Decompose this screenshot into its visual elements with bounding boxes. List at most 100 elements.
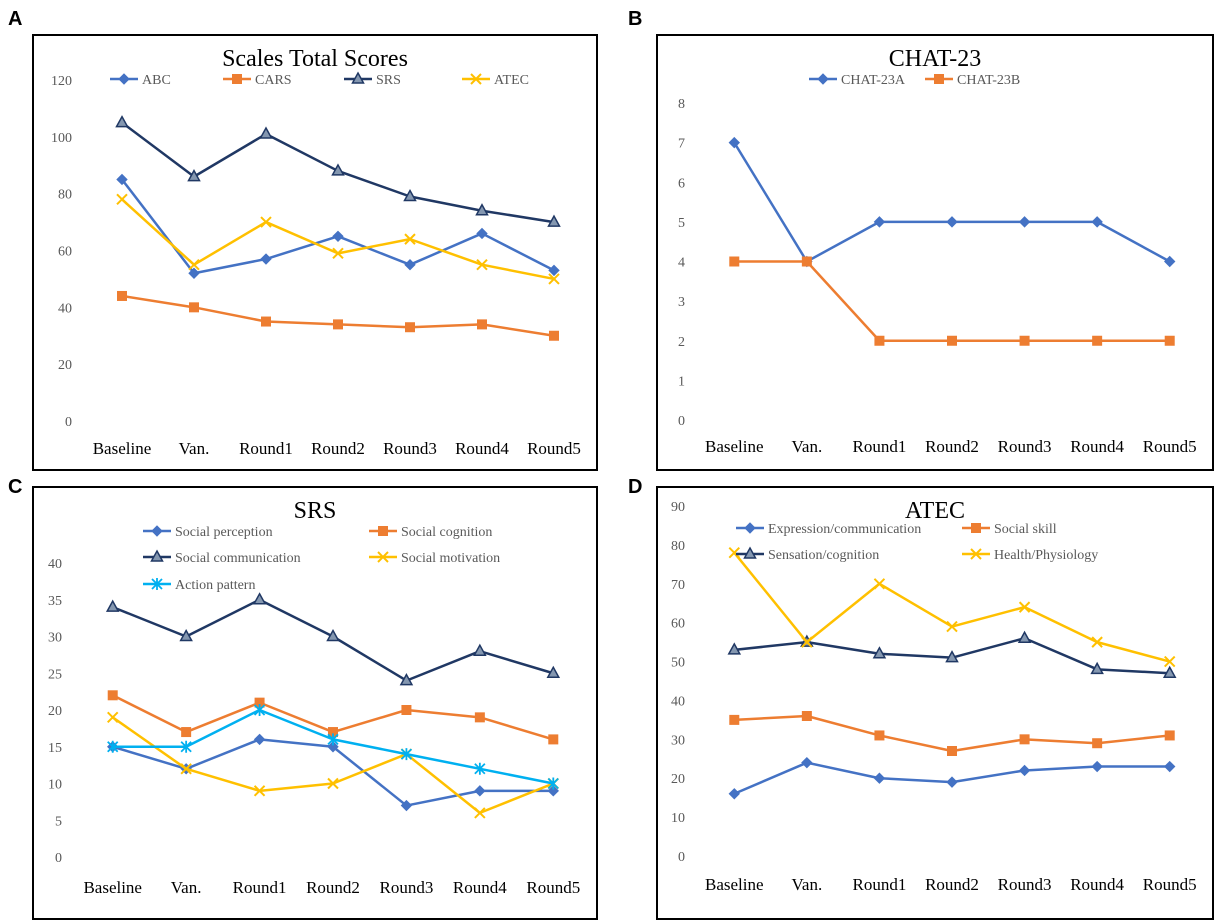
- chart-panel-srs: SRS 0 5 10 15 20 25 30 35 40 Baseline Van. Round1 Rou…: [32, 486, 598, 920]
- series-chat-23b: [729, 256, 1175, 346]
- y-tick-label: 40: [58, 301, 72, 316]
- series-line-chat-23b: [734, 260, 1170, 342]
- legend-item-atec: ATEC: [462, 73, 529, 88]
- legend-marker: [150, 549, 164, 562]
- x-tick-label-round1: Round1: [853, 437, 907, 456]
- legend-marker: [151, 525, 163, 537]
- legend-item-social-motivation: Social motivation: [369, 551, 500, 566]
- data-point-cars: [261, 316, 271, 327]
- x-tick-label-round2: Round2: [306, 878, 360, 897]
- legend-marker: [934, 74, 944, 84]
- data-point-srs: [475, 203, 489, 216]
- legend-marker: [470, 73, 482, 85]
- data-point-atec: [260, 216, 272, 228]
- legend-label: CARS: [255, 73, 292, 88]
- data-point-atec: [188, 259, 200, 271]
- chart-panel-chat23: CHAT-23 0 1 2 3 4 5 6 7 8 Baseline Van. Round1 Round2…: [656, 34, 1214, 471]
- data-point-social-communication: [252, 592, 267, 605]
- chart-panel-atec: ATEC 0 10 20 30 40 50 60 70 80 90 Baseline Van. Round…: [656, 486, 1214, 920]
- legend-label: Health/Physiology: [994, 548, 1098, 563]
- data-point-social-perception: [547, 785, 559, 797]
- data-point-social-communication: [326, 628, 340, 642]
- legend-label: Social motivation: [401, 551, 500, 566]
- y-tick-label: 20: [48, 704, 62, 719]
- legend-item-expression-communication: Expression/communication: [736, 522, 921, 537]
- legend-label: Social communication: [175, 551, 301, 566]
- data-point-chat-23a: [873, 216, 886, 228]
- data-point-chat-23b: [874, 335, 885, 346]
- data-point-social-cognition: [181, 727, 192, 738]
- y-tick-label: 15: [48, 741, 62, 756]
- data-point-social-skill: [1164, 730, 1175, 741]
- legend-item-health-physiology: Health/Physiology: [962, 548, 1098, 563]
- legend-item-sensation-cognition: Sensation/cognition: [736, 546, 879, 563]
- y-tick-label: 70: [671, 578, 685, 593]
- data-point-atec: [332, 247, 344, 260]
- data-point-social-skill: [1019, 734, 1030, 745]
- y-tick-label: 80: [58, 188, 72, 203]
- data-point-action-pattern: [107, 740, 119, 753]
- series-line-health-physiology: [733, 551, 1171, 663]
- x-tick-label-round3: Round3: [998, 875, 1052, 894]
- legend-label: Action pattern: [175, 578, 255, 593]
- y-tick-label: 60: [58, 245, 72, 260]
- legend-marker: [351, 71, 365, 84]
- data-point-health-physiology: [1091, 636, 1103, 648]
- legend-item-social-skill: Social skill: [962, 522, 1057, 537]
- chart-title: SRS: [294, 498, 337, 524]
- legend-marker: [743, 546, 757, 559]
- data-point-social-perception: [253, 733, 266, 746]
- chart-title: ATEC: [905, 498, 965, 524]
- data-point-action-pattern: [400, 748, 413, 761]
- legend-marker: [744, 522, 756, 534]
- y-tick-label: 30: [48, 631, 62, 646]
- data-point-social-cognition: [254, 697, 265, 708]
- y-tick-label: 2: [678, 335, 685, 350]
- data-point-cars: [405, 322, 415, 333]
- legend-label: ABC: [142, 73, 171, 88]
- x-tick-label-round4: Round4: [455, 439, 509, 458]
- x-tick-label-round3: Round3: [998, 437, 1052, 456]
- data-point-sensation-cognition: [872, 646, 887, 659]
- data-point-social-communication: [546, 665, 561, 678]
- data-point-abc: [476, 227, 488, 240]
- x-tick-label-round5: Round5: [1143, 875, 1197, 894]
- legend-marker: [971, 523, 981, 533]
- chart-svg-srs: SRS 0 5 10 15 20 25 30 35 40 Baseline Van. Round1 Rou…: [48, 498, 580, 897]
- data-point-action-pattern: [253, 704, 266, 716]
- data-point-expression-communication: [946, 776, 958, 788]
- x-tick-label-round5: Round5: [1143, 437, 1197, 456]
- data-point-social-perception: [327, 741, 339, 753]
- data-point-social-skill: [947, 746, 957, 756]
- data-point-atec: [116, 193, 128, 206]
- data-point-social-skill: [729, 714, 740, 725]
- x-tick-label-round4: Round4: [453, 878, 507, 897]
- x-tick-label-round2: Round2: [311, 439, 365, 458]
- data-point-sensation-cognition: [1162, 665, 1177, 678]
- x-tick-label-round4: Round4: [1070, 875, 1124, 894]
- data-point-cars: [477, 319, 487, 330]
- panel-letter-b: B: [628, 8, 643, 30]
- legend-label: SRS: [376, 73, 401, 88]
- y-tick-label: 30: [671, 733, 685, 748]
- data-point-expression-communication: [728, 788, 740, 800]
- legend-label: CHAT-23B: [957, 73, 1020, 88]
- y-tick-label: 5: [55, 814, 62, 829]
- y-tick-label: 10: [671, 811, 685, 826]
- data-point-health-physiology: [873, 578, 886, 590]
- y-tick-label: 40: [671, 694, 685, 709]
- data-point-social-cognition: [474, 712, 485, 723]
- legend-item-social-communication: Social communication: [143, 549, 301, 566]
- data-point-cars: [117, 290, 127, 301]
- y-tick-label: 60: [671, 617, 685, 632]
- chart-svg-scales-total-scores: Scales Total Scores 0 20 40 60 80 100 120 Baseli…: [51, 46, 581, 458]
- series-cars: [117, 290, 559, 341]
- x-tick-label-round4: Round4: [1070, 437, 1124, 456]
- x-tick-label-round3: Round3: [383, 439, 437, 458]
- x-tick-label-round3: Round3: [380, 878, 434, 897]
- data-point-sensation-cognition: [727, 642, 742, 655]
- legend-item-cars: CARS: [223, 73, 292, 88]
- y-tick-label: 100: [51, 131, 72, 146]
- data-point-health-physiology: [946, 620, 958, 633]
- data-point-abc: [188, 267, 200, 279]
